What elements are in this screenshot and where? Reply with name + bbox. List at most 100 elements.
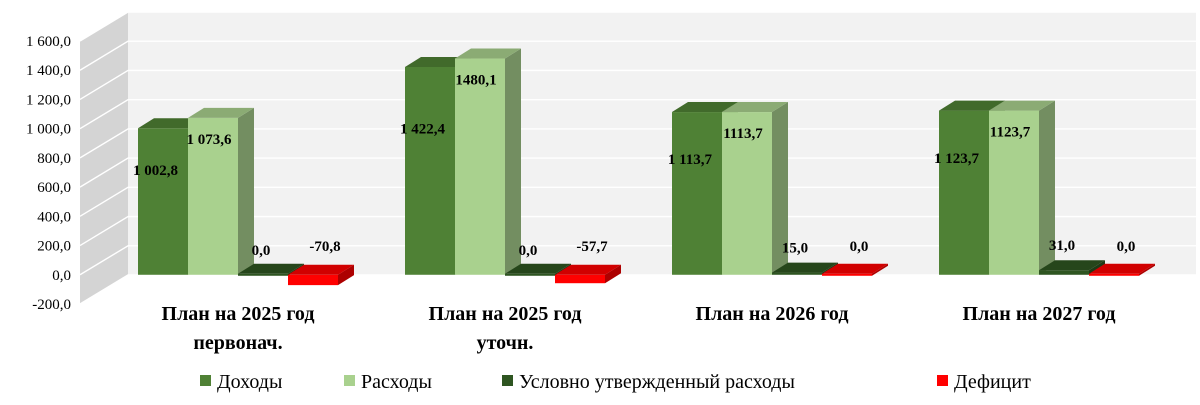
bar [672,112,722,275]
y-tick-label: 1 600,0 [26,34,71,50]
data-label: -57,7 [576,239,608,255]
bar-top [505,263,571,274]
bar-top [989,100,1055,111]
bar [505,273,555,276]
data-label: 1 113,7 [668,152,713,168]
bar-top [138,118,204,129]
y-tick-label: 0,0 [52,268,71,284]
gridlines [79,11,1196,305]
bar [1039,270,1089,275]
bar [555,274,605,284]
category-labels: План на 2025 год первонач. План на 2025 го… [162,303,1116,354]
legend-swatch [200,375,211,386]
bar-top [672,102,738,113]
bar-side [605,264,621,284]
data-label: 1 073,6 [187,132,233,148]
category-label: План на 2025 год [429,303,582,325]
legend-swatch [502,375,513,386]
data-label: -70,8 [309,239,340,255]
bar-top [722,102,788,113]
legend-label: Расходы [361,371,432,393]
bar-top [455,48,521,59]
data-label: 1 123,7 [934,151,980,167]
data-label: 1 002,8 [133,163,178,179]
legend: Доходы Расходы Условно утвержденный расход… [200,371,1031,393]
data-label: 1480,1 [455,73,496,89]
bar-top [188,107,254,118]
bar-top [772,262,838,273]
category-label: План на 2027 год [963,303,1116,325]
gridline [79,128,1196,159]
bar-side [872,263,888,276]
data-label: 1 422,4 [400,121,446,137]
bar-top [405,56,471,67]
gridline [79,11,1196,42]
category-label: План на 2025 год [162,303,315,325]
data-label: 1113,7 [723,126,763,142]
data-label: 1123,7 [990,125,1031,141]
data-label: 0,0 [252,243,271,259]
bar-top [238,263,304,274]
legend-swatch [937,375,948,386]
category-label: первонач. [193,332,282,354]
gridline [79,215,1196,247]
data-labels: 1 002,8 1 073,6 0,0 -70,8 1 422,4 1480,1 0,0 -5… [133,73,1135,259]
bar [989,110,1039,275]
category-label: План на 2026 год [696,303,849,325]
bar-side [505,48,521,275]
legend-label: Условно утвержденный расходы [519,371,795,393]
bar-side [238,107,254,275]
bars [138,48,1155,286]
bar [405,66,455,275]
y-axis-tick-labels: -200,0 0,0 200,0 400,0 600,0 800,0 1 000,0 1 20… [26,34,71,313]
gridline [79,186,1196,217]
side-wall [80,12,128,304]
bar [822,273,872,276]
gridline [79,157,1196,188]
data-label: 0,0 [1117,239,1136,255]
y-tick-label: 200,0 [37,239,71,255]
bar-side [772,102,788,275]
y-tick-label: 1 400,0 [26,63,71,79]
gridline [79,98,1196,130]
gridline [79,274,1196,305]
gridline [79,245,1196,276]
bar-top [555,264,621,275]
data-label: 0,0 [850,239,869,255]
chart-walls [80,12,1196,304]
legend-label: Дефицит [954,371,1031,393]
bar [188,117,238,275]
bar [138,128,188,275]
bar [288,274,338,286]
y-tick-label: 1 200,0 [26,92,71,108]
category-label: уточн. [477,332,534,354]
y-tick-label: 600,0 [37,180,71,196]
bar-side [338,264,354,286]
gridline [79,69,1196,101]
y-tick-label: -200,0 [32,297,71,313]
bar-side [1039,100,1055,275]
legend-swatch [344,375,355,386]
data-label: 31,0 [1049,238,1075,254]
bar [939,110,989,275]
legend-label: Доходы [217,371,282,393]
bar [455,58,505,275]
back-wall [128,12,1196,275]
bar-top [288,264,354,275]
bar-side [1089,260,1105,275]
y-tick-label: 400,0 [37,209,71,225]
gridline [79,40,1196,71]
data-label: 15,0 [782,241,808,257]
bar [238,273,288,276]
bar-top [1089,263,1155,274]
bar [772,272,822,275]
y-tick-label: 800,0 [37,151,71,167]
bar [1089,273,1139,276]
bar-top [939,100,1005,111]
bar-top [822,263,888,274]
bar-top [1039,260,1105,271]
bar-side [1139,263,1155,276]
y-tick-label: 1 000,0 [26,122,71,138]
bar [722,112,772,275]
